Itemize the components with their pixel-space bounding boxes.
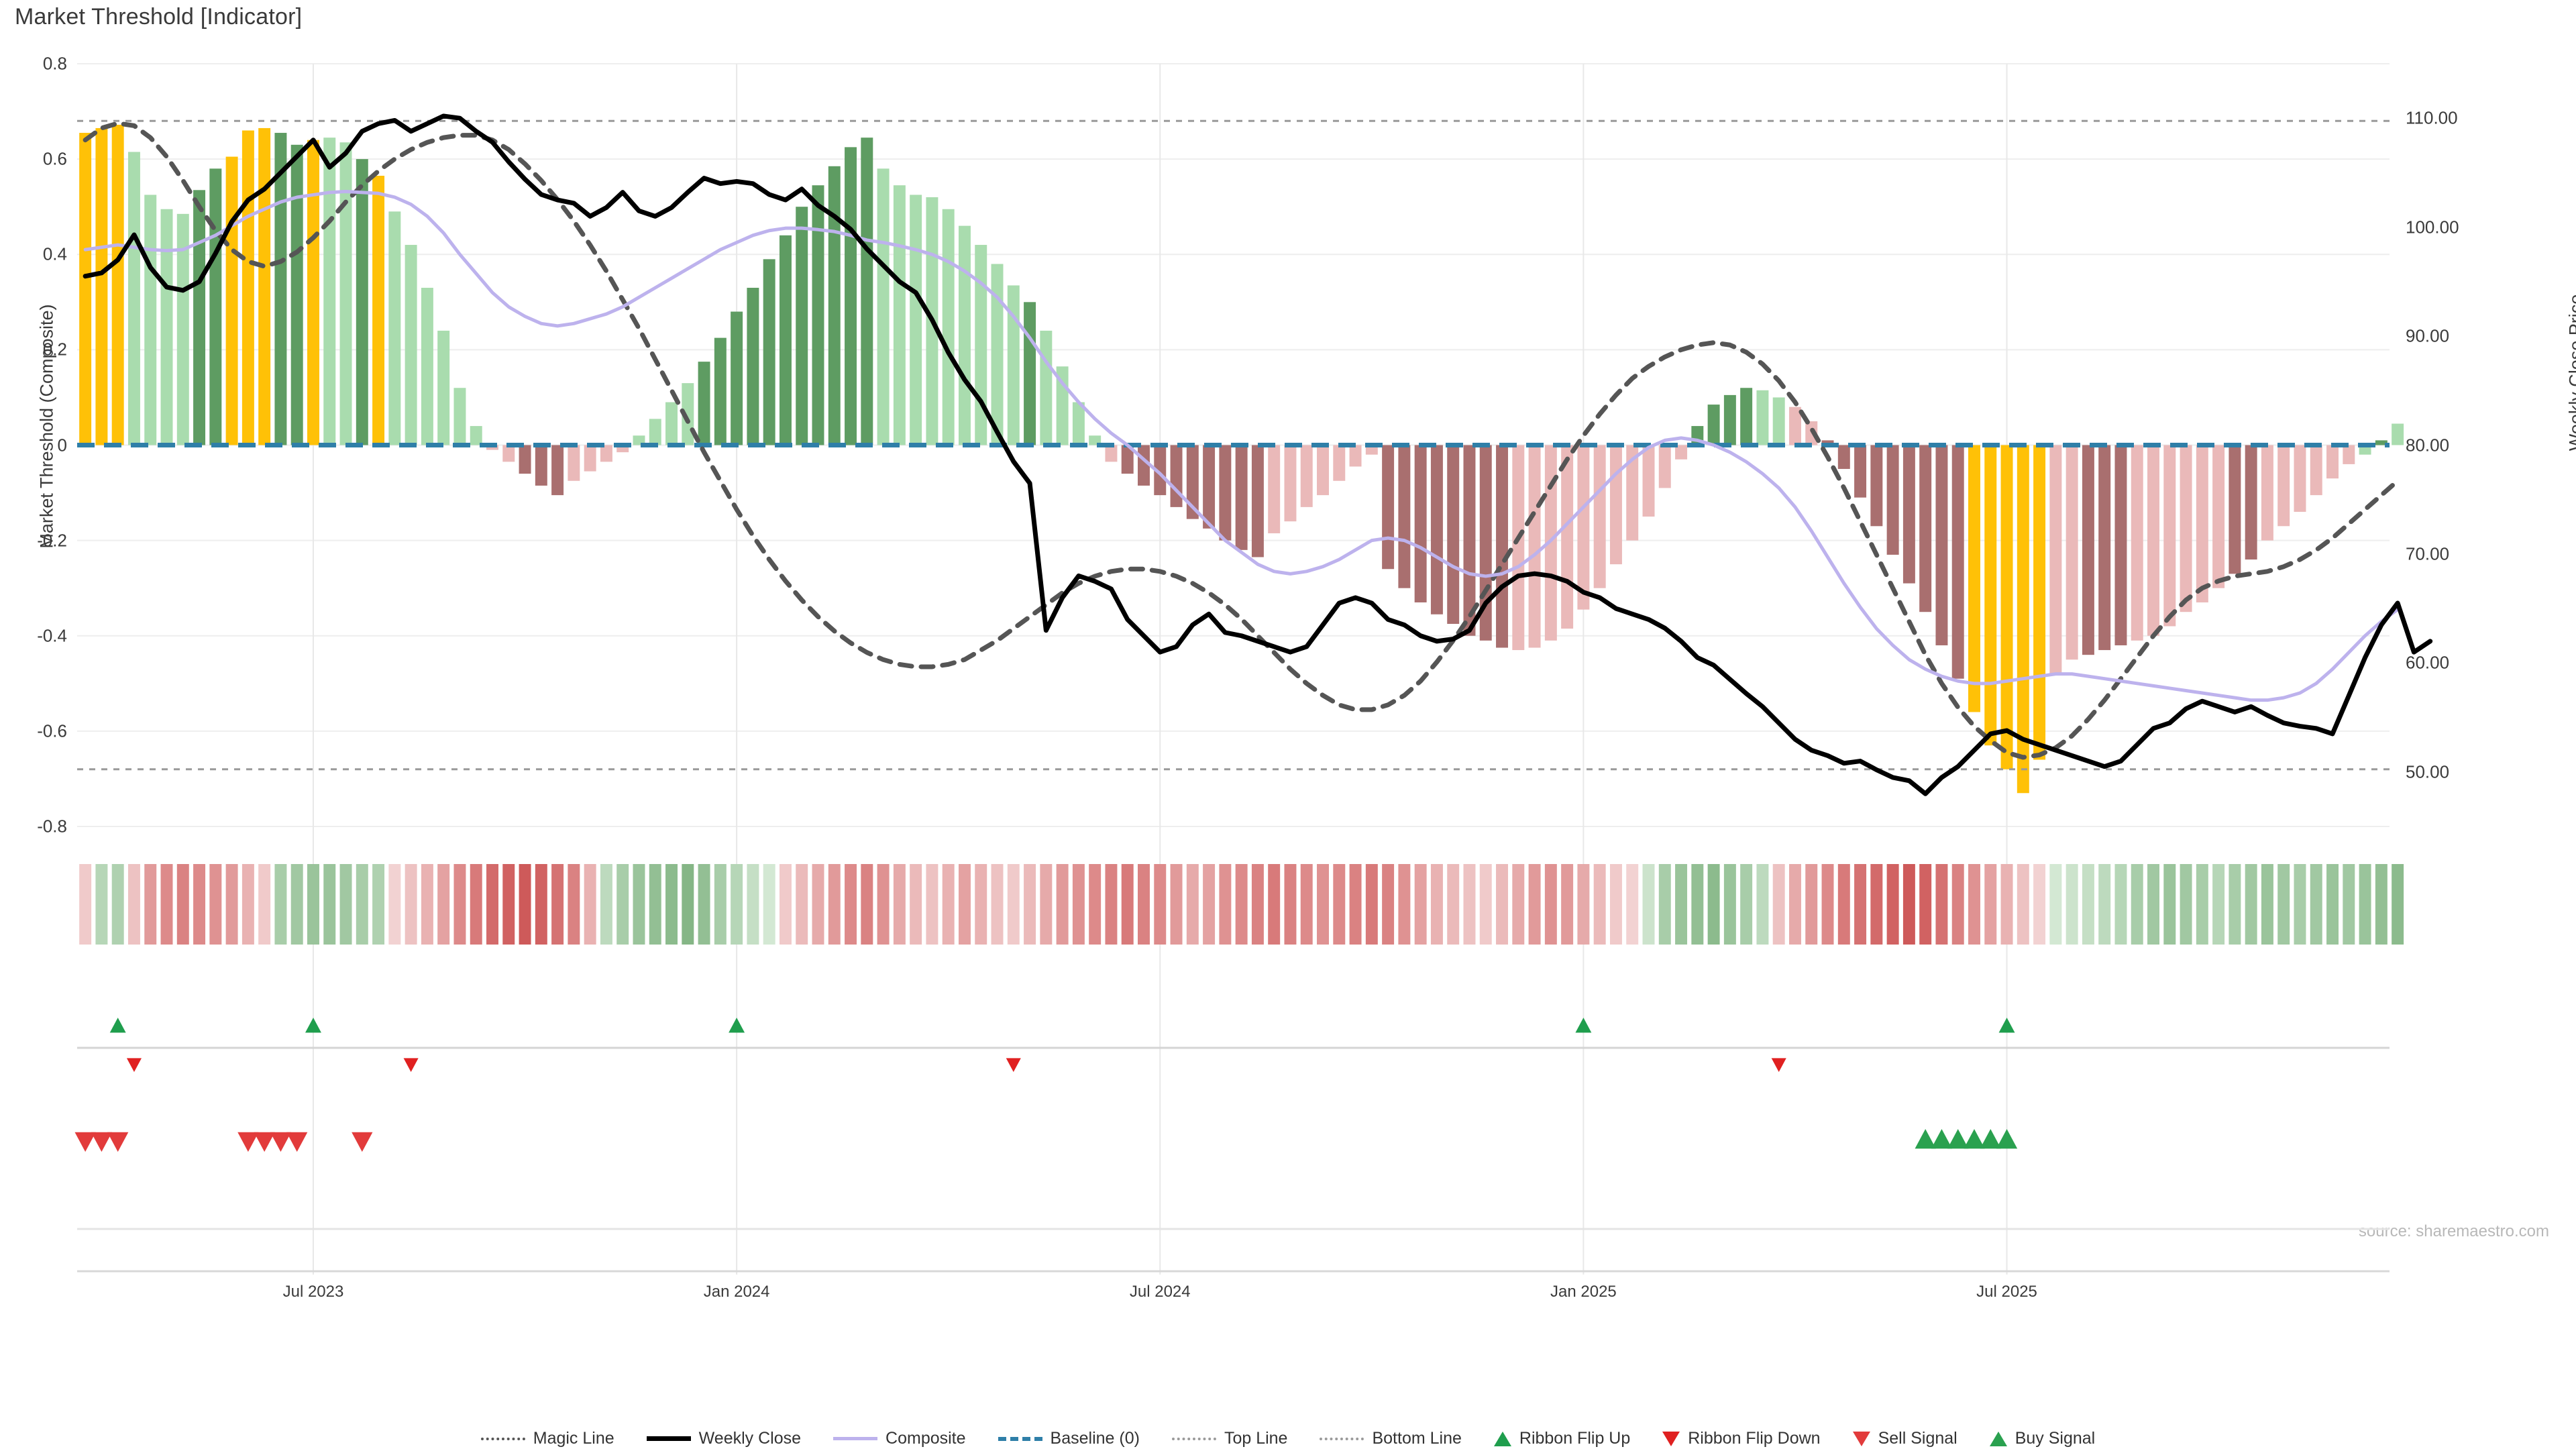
y-tick-right: 90.00 [2406,325,2450,346]
legend-label: Bottom Line [1372,1429,1462,1448]
y-tick-left: 0.2 [42,339,67,360]
triangle-down-icon [1662,1431,1680,1446]
y-tick-right: 70.00 [2406,543,2450,564]
sell-signal-marker [254,1132,275,1152]
bars-group [79,124,2404,794]
ribbon-flip-up-marker [305,1018,321,1033]
legend-item[interactable]: Composite [833,1429,966,1448]
triangle-up-icon [1493,1431,1511,1446]
sell-signal-marker [74,1132,96,1152]
ribbon-flip-up-marker [109,1018,126,1033]
triangle-up-icon [1989,1431,2007,1446]
legend-item[interactable]: Baseline (0) [998,1429,1140,1448]
legend-line-swatch [646,1436,691,1441]
sell-signal-marker [270,1132,292,1152]
y-tick-left: 0 [57,435,67,455]
legend-label: Ribbon Flip Down [1688,1429,1821,1448]
series-lines [83,113,2433,796]
ribbon-flip-up-marker [1998,1018,2015,1033]
legend-label: Baseline (0) [1050,1429,1140,1448]
legend-label: Sell Signal [1878,1429,1957,1448]
buy-signal-marker [1980,1129,2001,1149]
legend-label: Buy Signal [2015,1429,2096,1448]
legend-line-swatch [1320,1437,1364,1440]
ribbon-flip-up-marker [1575,1018,1592,1033]
signal-markers [74,1018,2018,1152]
ribbon-flip-down-marker [1006,1058,1021,1072]
legend-item[interactable]: Sell Signal [1852,1429,1957,1448]
buy-signal-marker [1947,1129,1969,1149]
legend-item[interactable]: Buy Signal [1989,1429,2096,1448]
legend-label: Top Line [1224,1429,1288,1448]
y-tick-left: -0.8 [37,816,67,837]
ribbon-flip-down-marker [126,1058,142,1072]
x-tick: Jan 2024 [703,1283,770,1301]
ribbon-flip-up-marker [729,1018,745,1033]
y-tick-right: 110.00 [2406,107,2458,128]
sell-signal-marker [352,1132,373,1152]
legend-line-swatch [998,1436,1042,1441]
legend-item[interactable]: Bottom Line [1320,1429,1462,1448]
sell-signal-marker [107,1132,129,1152]
chart-legend: Magic Line Weekly Close Composite Baseline … [0,1429,2576,1448]
buy-signal-marker [1931,1129,1953,1149]
x-tick: Jan 2025 [1550,1283,1617,1301]
legend-item[interactable]: Ribbon Flip Down [1662,1429,1821,1448]
x-tick: Jul 2024 [1129,1283,1191,1301]
y-tick-right: 80.00 [2406,435,2450,455]
sell-signal-marker [91,1132,113,1152]
buy-signal-marker [1996,1129,2018,1149]
legend-item[interactable]: Weekly Close [646,1429,802,1448]
x-tick: Jul 2023 [282,1283,344,1301]
x-tick: Jul 2025 [1976,1283,2037,1301]
sell-signal-marker [286,1132,308,1152]
legend-label: Composite [885,1429,966,1448]
y-tick-left: -0.6 [37,720,67,741]
legend-line-swatch [833,1437,878,1440]
legend-item[interactable]: Magic Line [480,1429,614,1448]
y-tick-left: -0.4 [37,625,67,646]
y-tick-left: 0.6 [42,148,67,169]
y-tick-left: -0.2 [37,530,67,551]
legend-item[interactable]: Ribbon Flip Up [1493,1429,1631,1448]
y-tick-right: 50.00 [2406,761,2450,782]
triangle-down-icon [1852,1431,1870,1446]
legend-label: Magic Line [533,1429,614,1448]
y-tick-right: 100.00 [2406,217,2459,237]
buy-signal-marker [1964,1129,1985,1149]
y-tick-left: 0.8 [42,53,67,74]
legend-label: Ribbon Flip Up [1519,1429,1631,1448]
legend-label: Weekly Close [698,1429,802,1448]
ribbon-flip-down-marker [1771,1058,1786,1072]
sell-signal-marker [237,1132,259,1152]
y-tick-left: 0.4 [42,244,67,264]
source-credit: source: sharemaestro.com [2358,1222,2549,1240]
page-title: Market Threshold [Indicator] [15,4,303,30]
legend-line-swatch [1171,1437,1216,1440]
buy-signal-marker [1915,1129,1936,1149]
legend-line-swatch [480,1437,525,1440]
legend-item[interactable]: Top Line [1171,1429,1288,1448]
y-tick-right: 60.00 [2406,652,2450,673]
ribbon-flip-down-marker [403,1058,419,1072]
ribbon-strip [79,864,2404,945]
